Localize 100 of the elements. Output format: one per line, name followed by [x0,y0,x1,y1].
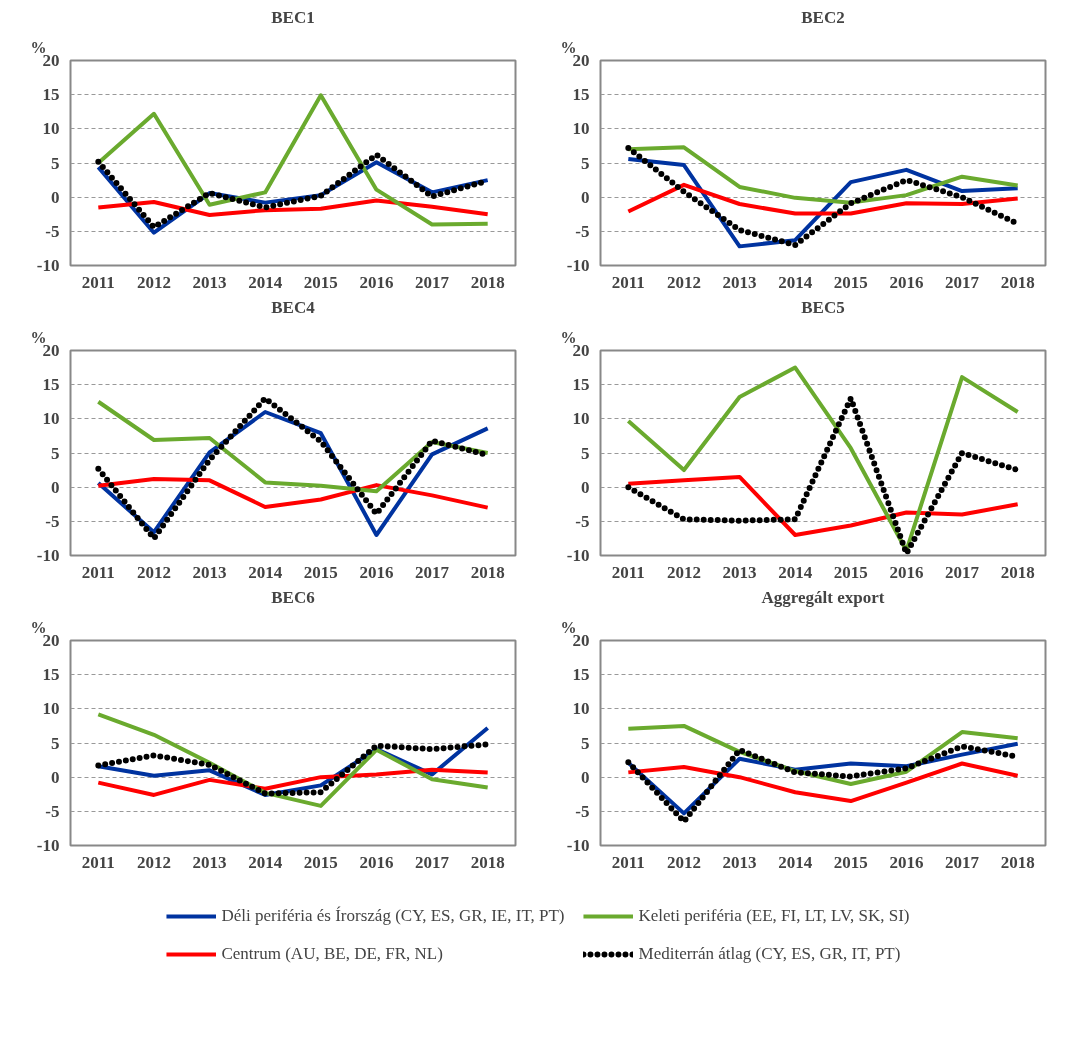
y-tick-label: -5 [575,801,590,821]
x-tick-label: 2017 [945,272,980,292]
y-tick-label: 5 [51,443,60,463]
chart-title: BEC2 [801,7,845,27]
x-tick-label: 2013 [722,852,757,872]
x-tick-label: 2012 [136,852,171,872]
x-tick-label: 2013 [192,562,227,582]
y-tick-label: 10 [42,119,60,139]
x-tick-label: 2014 [248,852,283,872]
x-tick-label: 2011 [81,852,115,872]
y-tick-label: 5 [581,443,590,463]
y-tick-label: 5 [51,153,60,173]
y-axis-title: % [30,618,47,636]
y-tick-label: 0 [51,187,60,207]
x-tick-label: 2018 [470,852,505,872]
x-tick-label: 2013 [192,852,227,872]
x-tick-label: 2017 [415,562,450,582]
y-tick-label: -10 [36,836,60,855]
y-axis-title: % [560,618,577,636]
x-tick-label: 2015 [303,562,338,582]
y-tick-label: 0 [581,767,590,787]
y-tick-label: 5 [581,153,590,173]
x-tick-label: 2011 [611,562,645,582]
legend-label: Centrum (AU, BE, DE, FR, NL) [221,944,443,964]
x-tick-label: 2012 [136,272,171,292]
x-tick-label: 2012 [666,272,701,292]
legend-label: Déli periféria és Írország (CY, ES, GR, IE, IT, PT) [221,906,565,926]
chart-title: BEC4 [271,297,316,317]
x-tick-label: 2012 [666,852,701,872]
y-tick-label: -10 [36,546,60,565]
y-tick-label: -10 [566,546,590,565]
y-tick-label: 10 [572,699,590,719]
y-tick-label: 5 [51,733,60,753]
x-tick-label: 2014 [778,852,813,872]
y-tick-label: 5 [581,733,590,753]
y-tick-label: 15 [42,665,60,685]
y-tick-label: -5 [575,511,590,531]
y-tick-label: -10 [36,256,60,275]
y-axis-title: % [30,38,47,56]
x-tick-label: 2013 [192,272,227,292]
x-tick-label: 2014 [248,562,283,582]
x-tick-label: 2017 [945,562,980,582]
x-tick-label: 2014 [778,562,813,582]
y-tick-label: 15 [42,375,60,395]
y-axis-title: % [30,328,47,346]
x-tick-label: 2016 [359,852,394,872]
x-tick-label: 2011 [611,272,645,292]
x-tick-label: 2018 [1000,852,1035,872]
x-tick-label: 2018 [470,562,505,582]
y-tick-label: 0 [51,477,60,497]
x-tick-label: 2012 [666,562,701,582]
y-tick-label: -10 [566,256,590,275]
legend-label: Keleti periféria (EE, FI, LT, LV, SK, SI) [638,906,910,926]
y-tick-label: 10 [42,699,60,719]
x-tick-label: 2018 [1000,272,1035,292]
chart-title: BEC1 [271,7,315,27]
y-tick-label: -5 [575,221,590,241]
x-tick-label: 2015 [833,562,868,582]
x-tick-label: 2012 [136,562,171,582]
y-tick-label: 15 [42,85,60,105]
x-tick-label: 2015 [833,852,868,872]
y-tick-label: 15 [572,665,590,685]
chart-title: BEC5 [801,297,845,317]
chart-title: BEC6 [271,587,315,607]
x-tick-label: 2016 [889,562,924,582]
x-tick-label: 2015 [833,272,868,292]
x-tick-label: 2015 [303,852,338,872]
x-tick-label: 2011 [81,562,115,582]
x-tick-label: 2016 [359,272,394,292]
x-tick-label: 2018 [470,272,505,292]
x-tick-label: 2013 [722,562,757,582]
x-tick-label: 2011 [611,852,645,872]
legend-label: Mediterrán átlag (CY, ES, GR, IT, PT) [638,944,901,964]
y-tick-label: 0 [581,477,590,497]
x-tick-label: 2017 [945,852,980,872]
y-tick-label: -5 [45,801,60,821]
y-axis-title: % [560,38,577,56]
x-tick-label: 2011 [81,272,115,292]
x-tick-label: 2017 [415,852,450,872]
y-tick-label: -10 [566,836,590,855]
y-tick-label: 15 [572,375,590,395]
x-tick-label: 2016 [889,272,924,292]
x-tick-label: 2015 [303,272,338,292]
y-tick-label: 0 [51,767,60,787]
x-tick-label: 2016 [359,562,394,582]
x-tick-label: 2017 [415,272,450,292]
y-tick-label: 0 [581,187,590,207]
x-tick-label: 2013 [722,272,757,292]
x-tick-label: 2014 [248,272,283,292]
x-tick-label: 2014 [778,272,813,292]
y-tick-label: -5 [45,221,60,241]
y-tick-label: 10 [572,409,590,429]
chart-title: Aggregált export [761,587,885,607]
y-tick-label: 15 [572,85,590,105]
y-tick-label: -5 [45,511,60,531]
x-tick-label: 2018 [1000,562,1035,582]
x-tick-label: 2016 [889,852,924,872]
y-tick-label: 10 [572,119,590,139]
y-tick-label: 10 [42,409,60,429]
y-axis-title: % [560,328,577,346]
